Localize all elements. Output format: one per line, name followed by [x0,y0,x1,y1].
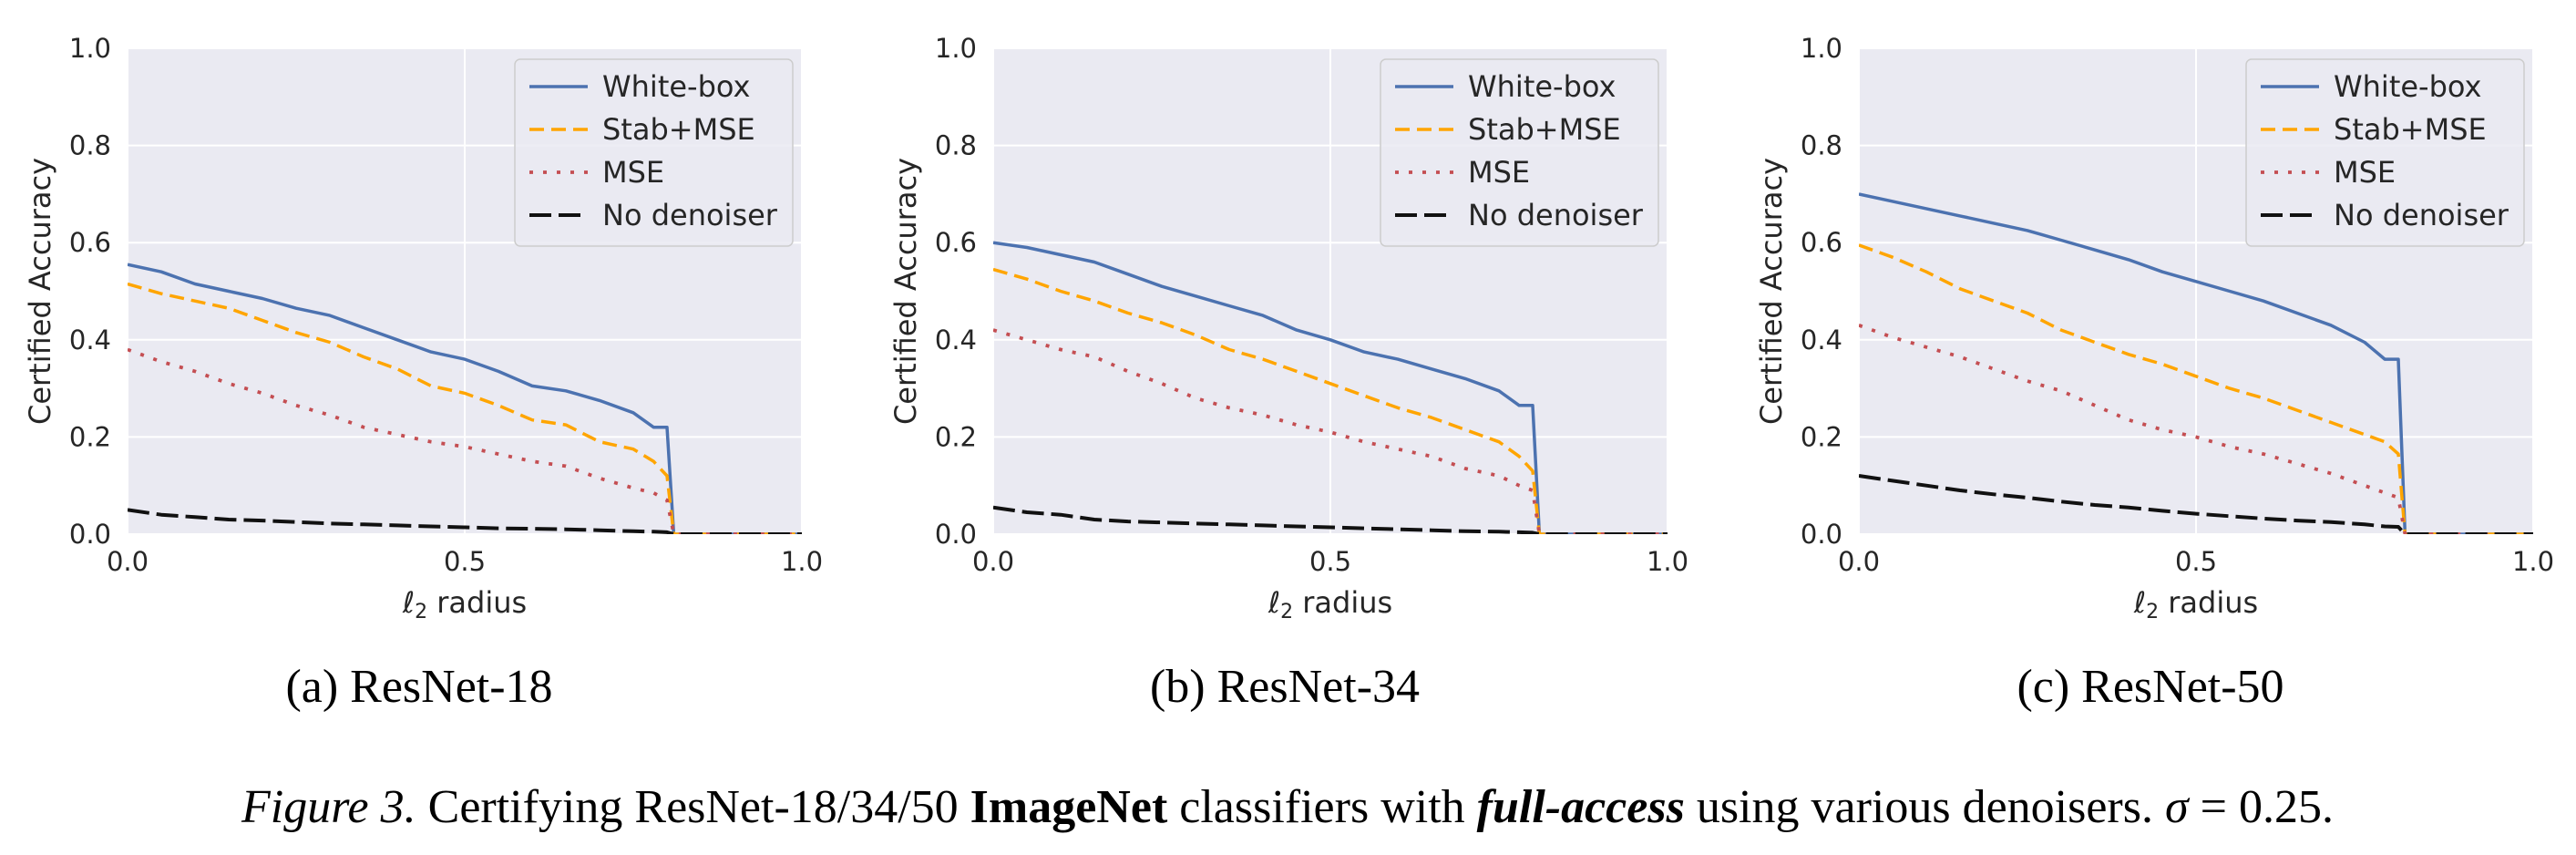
panel-caption: (a) ResNet-18 [285,661,552,713]
caption-text-2: classifiers with [1167,781,1476,833]
x-tick-label: 0.5 [2175,546,2217,577]
series-line-no-denoiser [1859,474,2533,534]
legend-label: No denoiser [2334,198,2509,232]
x-axis-label-symbol: ℓ [2133,585,2146,620]
y-tick-label: 0.2 [935,421,977,452]
legend: White-box Stab+MSE MSE No denoiser [1380,58,1659,247]
x-tick-label: 1.0 [2512,546,2554,577]
y-tick-label: 0.0 [69,519,111,550]
caption-text-1: Certifying ResNet-18/34/50 [416,781,970,833]
x-tick-label: 0.0 [107,546,149,577]
y-tick-label: 0.6 [69,227,111,258]
chart-panel-0: 0.0 0.2 0.4 0.6 0.8 1.0 0.0 0.5 1.0 White-box Stab… [23,33,823,713]
caption-bold-italic: full-access [1477,781,1685,833]
series-line-no-denoiser [128,508,802,534]
caption-text-4: = 0.25. [2189,781,2334,833]
x-axis-label-text: radius [1293,585,1392,620]
x-tick-label: 0.0 [972,546,1014,577]
y-tick-label: 1.0 [69,33,111,64]
caption-bold: ImageNet [970,781,1168,833]
legend-label: No denoiser [1468,198,1644,232]
series-line-white-box [1859,192,2533,534]
series-line-mse [1859,324,2533,534]
legend-label: Stab+MSE [602,112,755,147]
x-tick-label: 0.5 [444,546,486,577]
legend-label: Stab+MSE [2334,112,2487,147]
legend-label: MSE [1468,155,1530,190]
legend-box [1380,58,1659,247]
y-axis-label: Certified Accuracy [1754,158,1789,425]
y-tick-label: 0.2 [69,421,111,452]
y-tick-label: 0.8 [935,130,977,161]
x-tick-label: 1.0 [781,546,823,577]
y-axis-label: Certified Accuracy [888,158,923,425]
legend-label: MSE [602,155,664,190]
y-tick-label: 1.0 [935,33,977,64]
chart-panel-1: 0.0 0.2 0.4 0.6 0.8 1.0 0.0 0.5 1.0 White-box Stab… [888,33,1688,713]
x-axis-label: ℓ2 radius [1267,585,1392,623]
x-axis-label-text: radius [427,585,527,620]
y-tick-label: 1.0 [1801,33,1842,64]
x-tick-label: 1.0 [1647,546,1688,577]
series-line-stab-mse [128,282,802,534]
legend-label: MSE [2334,155,2396,190]
y-tick-label: 0.0 [1801,519,1842,550]
panel-caption: (c) ResNet-50 [2017,661,2284,713]
x-tick-label: 0.5 [1309,546,1351,577]
figure-caption: Figure 3. Certifying ResNet-18/34/50 Ima… [241,781,2334,833]
y-tick-label: 0.4 [1801,324,1842,355]
legend-label: White-box [602,69,750,104]
legend-label: Stab+MSE [1468,112,1621,147]
y-tick-label: 0.6 [1801,227,1842,258]
legend-box [2245,58,2525,247]
y-tick-label: 0.2 [1801,421,1842,452]
series-line-white-box [993,241,1668,534]
x-axis-label-subscript: 2 [2146,601,2159,623]
x-tick-label: 0.0 [1838,546,1880,577]
y-tick-label: 0.8 [1801,130,1842,161]
legend-box [514,58,794,247]
x-axis-label-symbol: ℓ [402,585,415,620]
legend-label: No denoiser [602,198,778,232]
chart-panel-2: 0.0 0.2 0.4 0.6 0.8 1.0 0.0 0.5 1.0 White-box Stab… [1754,33,2554,713]
legend: White-box Stab+MSE MSE No denoiser [514,58,794,247]
x-axis-label-text: radius [2159,585,2258,620]
caption-label: Figure 3. [241,781,416,833]
series-line-stab-mse [1859,243,2533,534]
y-tick-label: 0.6 [935,227,977,258]
x-axis-label: ℓ2 radius [402,585,527,623]
y-tick-label: 0.4 [69,324,111,355]
caption-sigma: σ [2165,781,2191,833]
legend: White-box Stab+MSE MSE No denoiser [2245,58,2525,247]
y-tick-label: 0.4 [935,324,977,355]
y-tick-label: 0.0 [935,519,977,550]
series-line-white-box [128,263,802,534]
y-tick-label: 0.8 [69,130,111,161]
panels: 0.0 0.2 0.4 0.6 0.8 1.0 0.0 0.5 1.0 White-box Stab… [23,33,2554,713]
x-axis-label-subscript: 2 [1280,601,1293,623]
x-axis-label-subscript: 2 [415,601,427,623]
series-line-stab-mse [993,267,1668,534]
caption-text-3: using various denoisers. [1685,781,2165,833]
legend-label: White-box [1468,69,1616,104]
y-axis-label: Certified Accuracy [23,158,57,425]
panel-caption: (b) ResNet-34 [1150,661,1420,713]
legend-label: White-box [2334,69,2481,104]
series-line-no-denoiser [993,505,1668,534]
x-axis-label: ℓ2 radius [2133,585,2258,623]
x-axis-label-symbol: ℓ [1267,585,1280,620]
